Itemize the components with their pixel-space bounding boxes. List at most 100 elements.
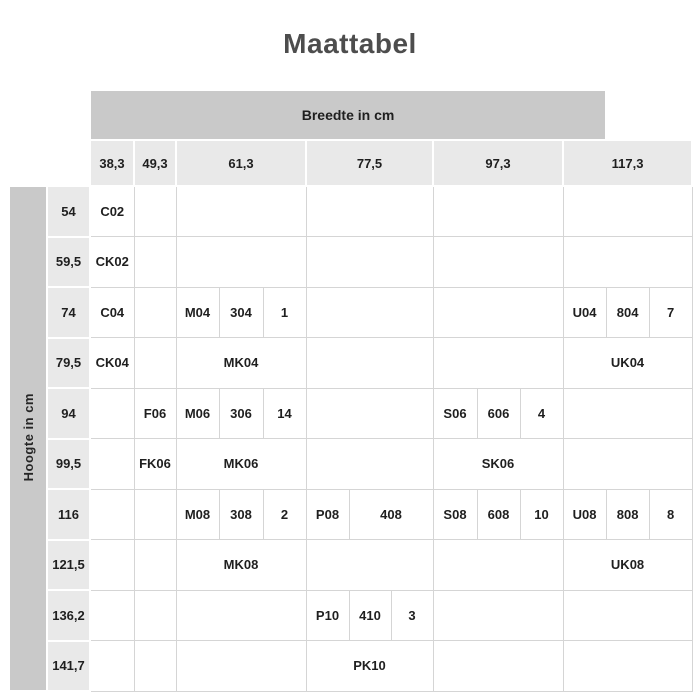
size-cell: 408: [348, 488, 434, 540]
empty-cell: [562, 387, 693, 439]
row-header: 74: [46, 286, 91, 339]
empty-cell: [305, 539, 434, 591]
size-cell: 606: [476, 387, 521, 439]
size-cell: U04: [562, 286, 607, 338]
empty-cell: [432, 185, 564, 237]
row-axis-header: Hoogte in cm: [8, 185, 48, 692]
col-header: 97,3: [432, 139, 564, 187]
empty-cell: [175, 185, 307, 237]
empty-cell: [133, 539, 177, 591]
row-axis-label: Hoogte in cm: [20, 392, 36, 482]
size-cell: P10: [305, 589, 350, 641]
row-header: 59,5: [46, 235, 91, 288]
col-header: 61,3: [175, 139, 307, 187]
size-cell: 308: [218, 488, 264, 540]
empty-cell: [175, 589, 307, 641]
size-cell: CK02: [89, 236, 135, 288]
size-cell: S06: [432, 387, 478, 439]
table-row: 79,5 CK04 MK04 UK04: [9, 336, 693, 389]
size-cell: 14: [262, 387, 307, 439]
empty-cell: [305, 236, 434, 288]
row-header: 141,7: [46, 639, 91, 692]
size-table: Breedte in cm 38,3 49,3 61,3 77,5 97,3 1…: [8, 89, 694, 692]
col-header: 117,3: [561, 139, 694, 187]
table-row: 141,7 PK10: [9, 639, 693, 692]
empty-cell: [562, 589, 693, 641]
size-cell: 304: [218, 286, 264, 338]
size-cell: UK04: [562, 337, 693, 389]
row-header: 116: [46, 488, 91, 541]
size-cell: 8: [648, 488, 693, 540]
corner-blank: [9, 140, 90, 186]
size-cell: 10: [519, 488, 564, 540]
empty-cell: [133, 337, 177, 389]
size-cell: F06: [133, 387, 177, 439]
table-row: 99,5 FK06 MK06 SK06: [9, 437, 693, 490]
size-cell: 608: [476, 488, 521, 540]
size-cell: 808: [605, 488, 650, 540]
empty-cell: [133, 185, 177, 237]
corner-blank: [9, 90, 90, 140]
table-row: 59,5 CK02: [9, 235, 693, 288]
size-cell: PK10: [305, 640, 434, 692]
empty-cell: [432, 337, 564, 389]
empty-cell: [305, 286, 434, 338]
empty-cell: [562, 236, 693, 288]
empty-cell: [133, 488, 177, 540]
empty-cell: [133, 286, 177, 338]
empty-cell: [89, 539, 135, 591]
empty-cell: [89, 589, 135, 641]
size-cell: SK06: [432, 438, 564, 490]
empty-cell: [432, 236, 564, 288]
empty-cell: [175, 236, 307, 288]
table-row: 94 F06 M06 306 14 S06 606 4: [9, 387, 693, 440]
empty-cell: [562, 640, 693, 692]
size-cell: UK08: [562, 539, 693, 591]
size-cell: 2: [262, 488, 307, 540]
row-header: 99,5: [46, 437, 91, 490]
empty-cell: [175, 640, 307, 692]
empty-cell: [432, 286, 564, 338]
size-cell: 410: [348, 589, 392, 641]
col-header: 49,3: [133, 139, 177, 187]
row-header: 121,5: [46, 538, 91, 591]
col-header-row: 38,3 49,3 61,3 77,5 97,3 117,3: [9, 139, 694, 187]
col-axis-header: Breedte in cm: [88, 89, 608, 141]
size-cell: P08: [305, 488, 350, 540]
size-cell: 3: [390, 589, 434, 641]
size-cell: M04: [175, 286, 220, 338]
size-cell: U08: [562, 488, 607, 540]
empty-cell: [133, 236, 177, 288]
empty-cell: [89, 488, 135, 540]
empty-cell: [562, 438, 693, 490]
size-cell: 4: [519, 387, 564, 439]
size-cell: 7: [648, 286, 693, 338]
size-cell: S08: [432, 488, 478, 540]
empty-cell: [133, 589, 177, 641]
empty-cell: [89, 387, 135, 439]
size-cell: 306: [218, 387, 264, 439]
size-cell: M06: [175, 387, 220, 439]
empty-cell: [305, 387, 434, 439]
table-row: 74 C04 M04 304 1 U04 804 7: [9, 286, 693, 339]
row-header: 94: [46, 387, 91, 440]
size-cell: MK04: [175, 337, 307, 389]
size-cell: C04: [89, 286, 135, 338]
table-row: 116 M08 308 2 P08 408 S08 608 10 U08 808…: [9, 488, 693, 541]
empty-cell: [305, 337, 434, 389]
size-cell: MK08: [175, 539, 307, 591]
col-header: 38,3: [89, 139, 135, 187]
size-cell: CK04: [89, 337, 135, 389]
size-cell: FK06: [133, 438, 177, 490]
empty-cell: [432, 640, 564, 692]
page-title: Maattabel: [283, 28, 417, 59]
empty-cell: [89, 438, 135, 490]
row-header: 54: [46, 185, 91, 238]
size-cell: 804: [605, 286, 650, 338]
size-cell: M08: [175, 488, 220, 540]
row-header: 79,5: [46, 336, 91, 389]
col-axis-row: Breedte in cm: [9, 89, 692, 141]
size-cell: MK06: [175, 438, 307, 490]
empty-cell: [305, 438, 434, 490]
